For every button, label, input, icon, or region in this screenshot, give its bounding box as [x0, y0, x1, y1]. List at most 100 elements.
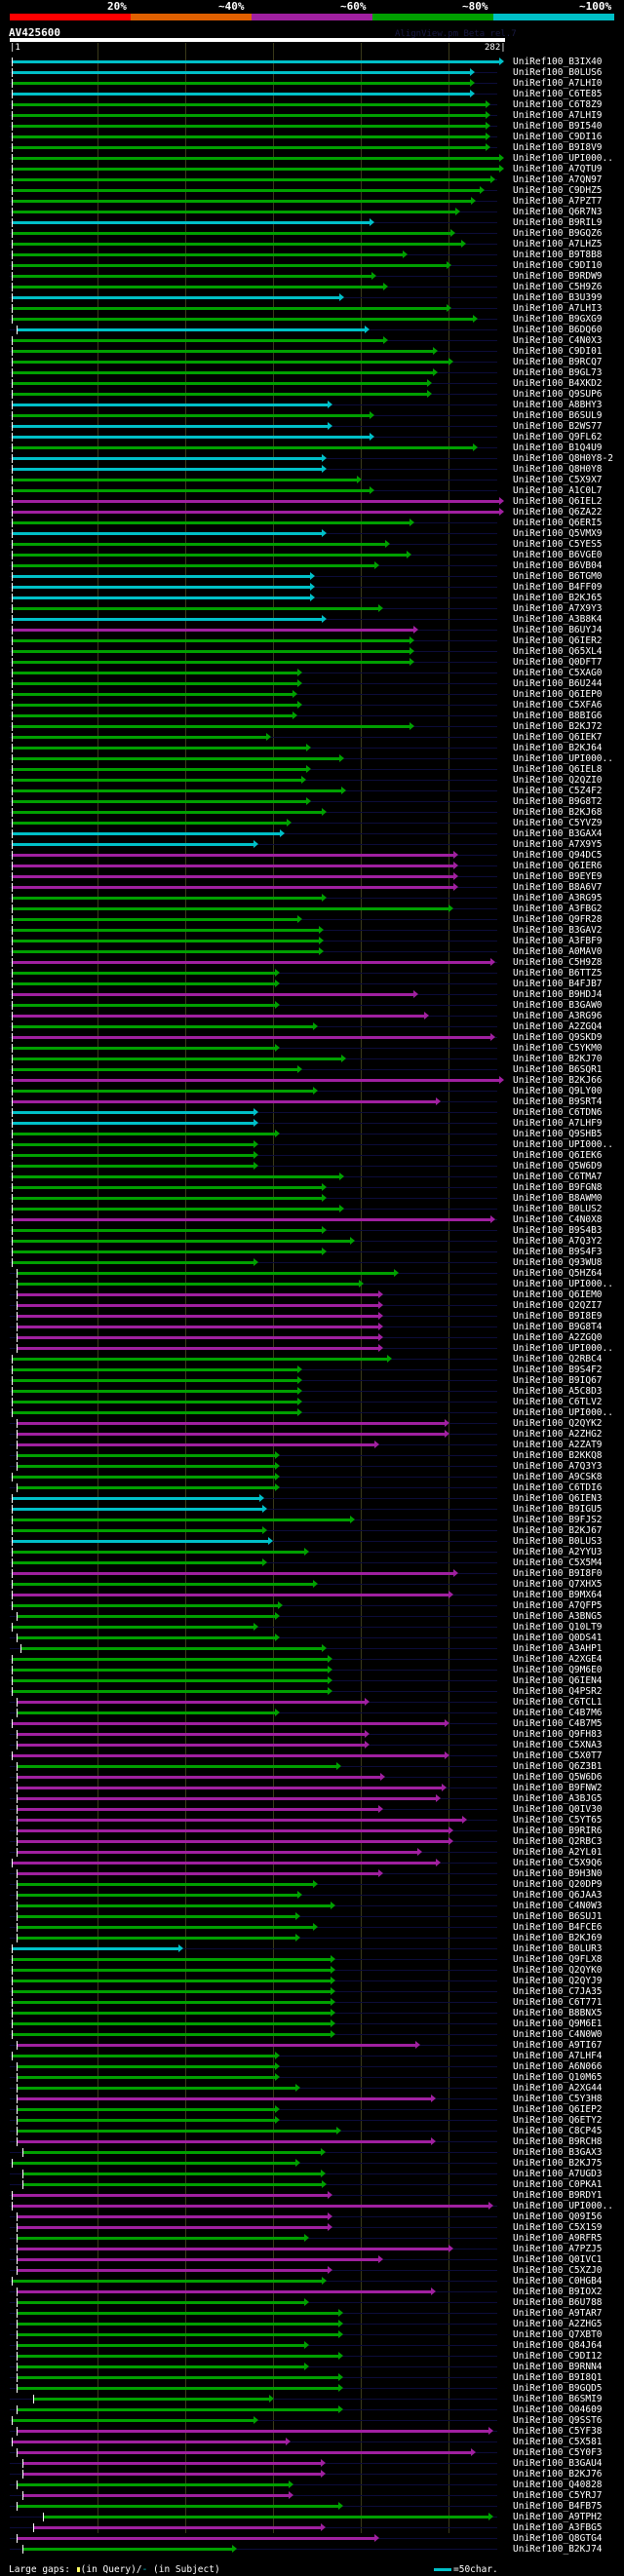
hit-label[interactable]: UniRef100_UPI000.. — [513, 1407, 613, 1418]
hit-label[interactable]: UniRef100_Q10M65 — [513, 2072, 603, 2083]
hit-row[interactable]: UniRef100_B9S4F3 — [0, 1247, 624, 1257]
hit-label[interactable]: UniRef100_Q6IER6 — [513, 861, 603, 871]
hit-label[interactable]: UniRef100_B9IQ67 — [513, 1375, 603, 1386]
hit-row[interactable]: UniRef100_Q5W6D9 — [0, 1161, 624, 1172]
alignment-bar[interactable] — [13, 436, 370, 439]
alignment-bar[interactable] — [13, 339, 385, 342]
alignment-bar[interactable] — [13, 832, 282, 835]
hit-label[interactable]: UniRef100_Q7XBT0 — [513, 2329, 603, 2340]
alignment-bar[interactable] — [13, 693, 293, 696]
hit-row[interactable]: UniRef100_C5H9Z8 — [0, 957, 624, 968]
hit-row[interactable]: UniRef100_UPI000.. — [0, 153, 624, 164]
hit-row[interactable]: UniRef100_Q2QYK2 — [0, 1418, 624, 1429]
hit-label[interactable]: UniRef100_C7JA35 — [513, 1986, 603, 1997]
hit-row[interactable]: UniRef100_Q6Z3B1 — [0, 1761, 624, 1772]
hit-label[interactable]: UniRef100_B9MX64 — [513, 1590, 603, 1600]
hit-label[interactable]: UniRef100_Q09I56 — [513, 2211, 603, 2222]
hit-label[interactable]: UniRef100_Q9LY00 — [513, 1086, 603, 1096]
alignment-bar[interactable] — [18, 2258, 379, 2261]
alignment-bar[interactable] — [13, 886, 455, 889]
hit-label[interactable]: UniRef100_A9RFR5 — [513, 2233, 603, 2244]
alignment-bar[interactable] — [33, 2526, 322, 2529]
hit-row[interactable]: UniRef100_Q5VMX9 — [0, 528, 624, 539]
hit-label[interactable]: UniRef100_C5X1S9 — [513, 2222, 603, 2233]
alignment-bar[interactable] — [13, 779, 302, 782]
alignment-bar[interactable] — [13, 1508, 264, 1511]
hit-row[interactable]: UniRef100_B9IOX2 — [0, 2287, 624, 2297]
hit-row[interactable]: UniRef100_A7QN97 — [0, 174, 624, 185]
hit-label[interactable]: UniRef100_C9DHZ5 — [513, 185, 603, 196]
alignment-bar[interactable] — [18, 1465, 276, 1468]
hit-label[interactable]: UniRef100_Q20DP9 — [513, 1879, 603, 1890]
alignment-bar[interactable] — [18, 2290, 432, 2293]
hit-label[interactable]: UniRef100_B8BNX5 — [513, 2008, 603, 2019]
alignment-bar[interactable] — [13, 1133, 276, 1135]
alignment-bar[interactable] — [13, 768, 308, 771]
hit-row[interactable]: UniRef100_A7Q3Y2 — [0, 1236, 624, 1247]
alignment-bar[interactable] — [13, 1079, 500, 1082]
hit-row[interactable]: UniRef100_UPI000.. — [0, 1279, 624, 1289]
alignment-bar[interactable] — [13, 2280, 324, 2283]
hit-label[interactable]: UniRef100_A7Q3Y2 — [513, 1236, 603, 1247]
hit-row[interactable]: UniRef100_UPI000.. — [0, 753, 624, 764]
alignment-bar[interactable] — [13, 521, 411, 524]
hit-row[interactable]: UniRef100_B3GAX4 — [0, 828, 624, 839]
alignment-bar[interactable] — [18, 2119, 276, 2122]
alignment-bar[interactable] — [13, 1990, 332, 1993]
alignment-bar[interactable] — [13, 1261, 255, 1264]
hit-label[interactable]: UniRef100_C6TCL1 — [513, 1697, 603, 1708]
alignment-bar[interactable] — [18, 1293, 379, 1296]
hit-label[interactable]: UniRef100_B9I8E9 — [513, 1311, 603, 1322]
alignment-bar[interactable] — [18, 2087, 297, 2090]
hit-label[interactable]: UniRef100_B3GAW0 — [513, 1000, 603, 1011]
hit-label[interactable]: UniRef100_Q0DS41 — [513, 1633, 603, 1643]
hit-row[interactable]: UniRef100_B9GQD5 — [0, 2383, 624, 2394]
alignment-bar[interactable] — [18, 1787, 443, 1789]
alignment-bar[interactable] — [13, 639, 411, 642]
hit-label[interactable]: UniRef100_Q9SST6 — [513, 2415, 603, 2426]
hit-label[interactable]: UniRef100_B8A6V7 — [513, 882, 603, 893]
hit-row[interactable]: UniRef100_Q6ETY2 — [0, 2115, 624, 2126]
hit-label[interactable]: UniRef100_A7QN97 — [513, 174, 603, 185]
alignment-bar[interactable] — [13, 1690, 329, 1693]
alignment-bar[interactable] — [13, 672, 299, 674]
alignment-bar[interactable] — [13, 468, 324, 471]
hit-row[interactable]: UniRef100_B3GAX3 — [0, 2147, 624, 2158]
hit-label[interactable]: UniRef100_Q9SUP6 — [513, 389, 603, 400]
hit-label[interactable]: UniRef100_B4FB75 — [513, 2501, 603, 2512]
alignment-bar[interactable] — [13, 961, 492, 964]
alignment-bar[interactable] — [13, 532, 324, 535]
alignment-bar[interactable] — [18, 1765, 337, 1768]
hit-label[interactable]: UniRef100_B9RCQ7 — [513, 357, 603, 367]
hit-label[interactable]: UniRef100_Q2QYK0 — [513, 1965, 603, 1976]
hit-label[interactable]: UniRef100_B2KJ68 — [513, 807, 603, 818]
hit-row[interactable]: UniRef100_B9H3N0 — [0, 1868, 624, 1879]
hit-label[interactable]: UniRef100_B0LUR3 — [513, 1943, 603, 1954]
hit-row[interactable]: UniRef100_A1C0L7 — [0, 485, 624, 496]
hit-label[interactable]: UniRef100_A7X9Y5 — [513, 839, 603, 850]
hit-row[interactable]: UniRef100_Q7XBT0 — [0, 2329, 624, 2340]
hit-row[interactable]: UniRef100_C4N0X3 — [0, 335, 624, 346]
hit-label[interactable]: UniRef100_B6SUL9 — [513, 410, 603, 421]
hit-row[interactable]: UniRef100_C0HGB4 — [0, 2276, 624, 2287]
hit-row[interactable]: UniRef100_B9I8F0 — [0, 1568, 624, 1579]
alignment-bar[interactable] — [13, 586, 311, 589]
alignment-bar[interactable] — [18, 2376, 339, 2379]
hit-label[interactable]: UniRef100_Q7XHX5 — [513, 1579, 603, 1590]
hit-row[interactable]: UniRef100_Q9FLX8 — [0, 1954, 624, 1965]
hit-label[interactable]: UniRef100_C9DI01 — [513, 346, 603, 357]
alignment-bar[interactable] — [21, 1647, 324, 1650]
hit-label[interactable]: UniRef100_O04609 — [513, 2404, 603, 2415]
hit-label[interactable]: UniRef100_A7QTU9 — [513, 164, 603, 174]
hit-row[interactable]: UniRef100_A7LHZ5 — [0, 239, 624, 250]
hit-label[interactable]: UniRef100_Q94DC5 — [513, 850, 603, 861]
hit-row[interactable]: UniRef100_A8BHY3 — [0, 400, 624, 410]
alignment-bar[interactable] — [13, 168, 500, 171]
hit-row[interactable]: UniRef100_B9T8B8 — [0, 250, 624, 260]
hit-row[interactable]: UniRef100_B2KJ70 — [0, 1054, 624, 1064]
hit-row[interactable]: UniRef100_C5YT65 — [0, 1815, 624, 1826]
alignment-bar[interactable] — [13, 1594, 449, 1596]
hit-label[interactable]: UniRef100_B9RDY1 — [513, 2190, 603, 2201]
hit-label[interactable]: UniRef100_C9DI12 — [513, 2351, 603, 2362]
hit-label[interactable]: UniRef100_Q6IEN4 — [513, 1675, 603, 1686]
